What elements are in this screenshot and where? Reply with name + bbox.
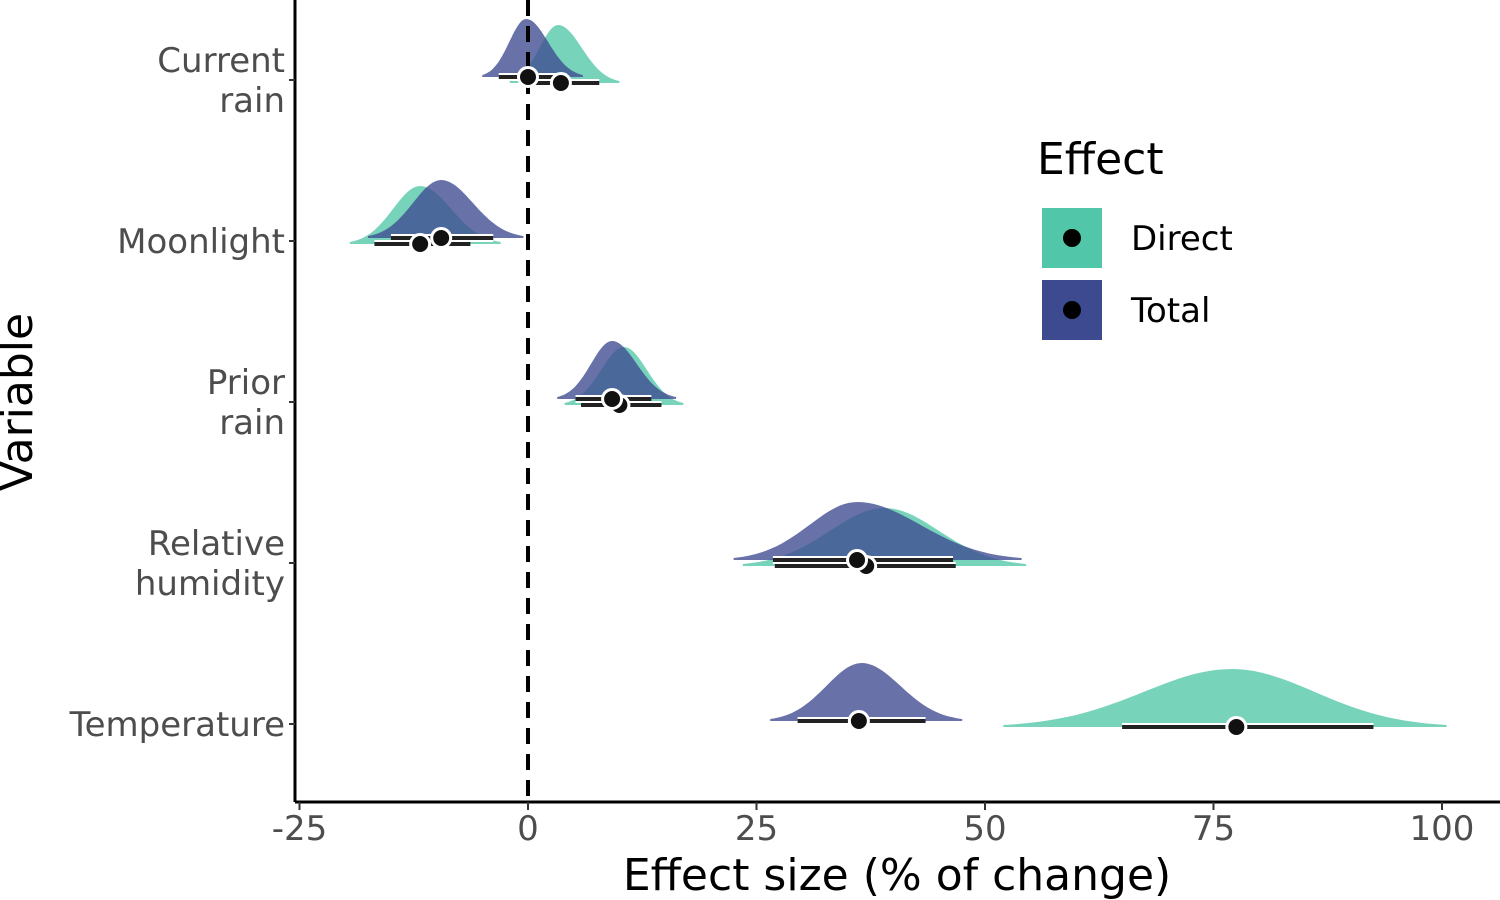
density-total-current_rain bbox=[482, 19, 583, 77]
density-total-relative_humidity bbox=[733, 502, 1022, 560]
x-tick-label-3: 50 bbox=[963, 809, 1006, 849]
y-tick-label-prior_rain-line-1: rain bbox=[219, 403, 285, 443]
point-total-temperature bbox=[847, 710, 870, 732]
x-tick-label-2: 25 bbox=[735, 809, 778, 849]
y-tick-label-prior_rain-line-0: Prior bbox=[207, 363, 285, 403]
point-total-moonlight bbox=[430, 227, 453, 249]
y-tick-label-current_rain-line-0: Current bbox=[157, 41, 285, 81]
density-total-temperature bbox=[770, 663, 963, 721]
point-total-prior_rain bbox=[601, 388, 624, 410]
y-axis-title: Variable bbox=[0, 313, 43, 491]
point-direct-moonlight bbox=[409, 233, 432, 255]
point-direct-temperature bbox=[1225, 716, 1248, 738]
x-tick-label-4: 75 bbox=[1192, 809, 1235, 849]
x-tick-label-5: 100 bbox=[1410, 809, 1475, 849]
x-tick-label-0: -25 bbox=[272, 809, 328, 849]
legend-items: Direct Total bbox=[1042, 208, 1233, 340]
tick-label-layer: -25 0 25 50 75 100CurrentrainMoonlightPriorra… bbox=[69, 41, 1475, 849]
y-tick-label-temperature: Temperature bbox=[69, 705, 285, 745]
y-tick-label-current_rain-line-1: rain bbox=[219, 81, 285, 121]
interval-layer bbox=[374, 66, 1374, 738]
x-tick-label-1: 0 bbox=[517, 809, 539, 849]
density-total-moonlight bbox=[368, 180, 524, 238]
legend-point-total bbox=[1063, 301, 1081, 319]
x-axis-title: Effect size (% of change) bbox=[623, 850, 1171, 900]
y-tick-label-temperature-line-0: Temperature bbox=[69, 705, 285, 745]
legend-title: Effect bbox=[1037, 134, 1164, 185]
legend-label-direct: Direct bbox=[1131, 219, 1233, 259]
y-tick-label-moonlight-line-0: Moonlight bbox=[117, 222, 285, 262]
point-total-current_rain bbox=[517, 66, 539, 88]
y-tick-label-moonlight: Moonlight bbox=[117, 222, 285, 262]
point-total-relative_humidity bbox=[846, 549, 869, 571]
y-tick-label-relative_humidity-line-0: Relative bbox=[148, 524, 285, 564]
legend-point-direct bbox=[1063, 229, 1081, 247]
density-total-prior_rain bbox=[557, 341, 677, 399]
y-tick-label-relative_humidity-line-1: humidity bbox=[135, 564, 285, 604]
density-layer bbox=[349, 19, 1447, 727]
point-direct-current_rain bbox=[549, 72, 572, 94]
legend: Effect Direct Total bbox=[1037, 134, 1233, 340]
density-direct-temperature bbox=[1003, 669, 1447, 727]
axis-layer bbox=[293, 0, 1500, 804]
legend-label-total: Total bbox=[1130, 291, 1210, 331]
